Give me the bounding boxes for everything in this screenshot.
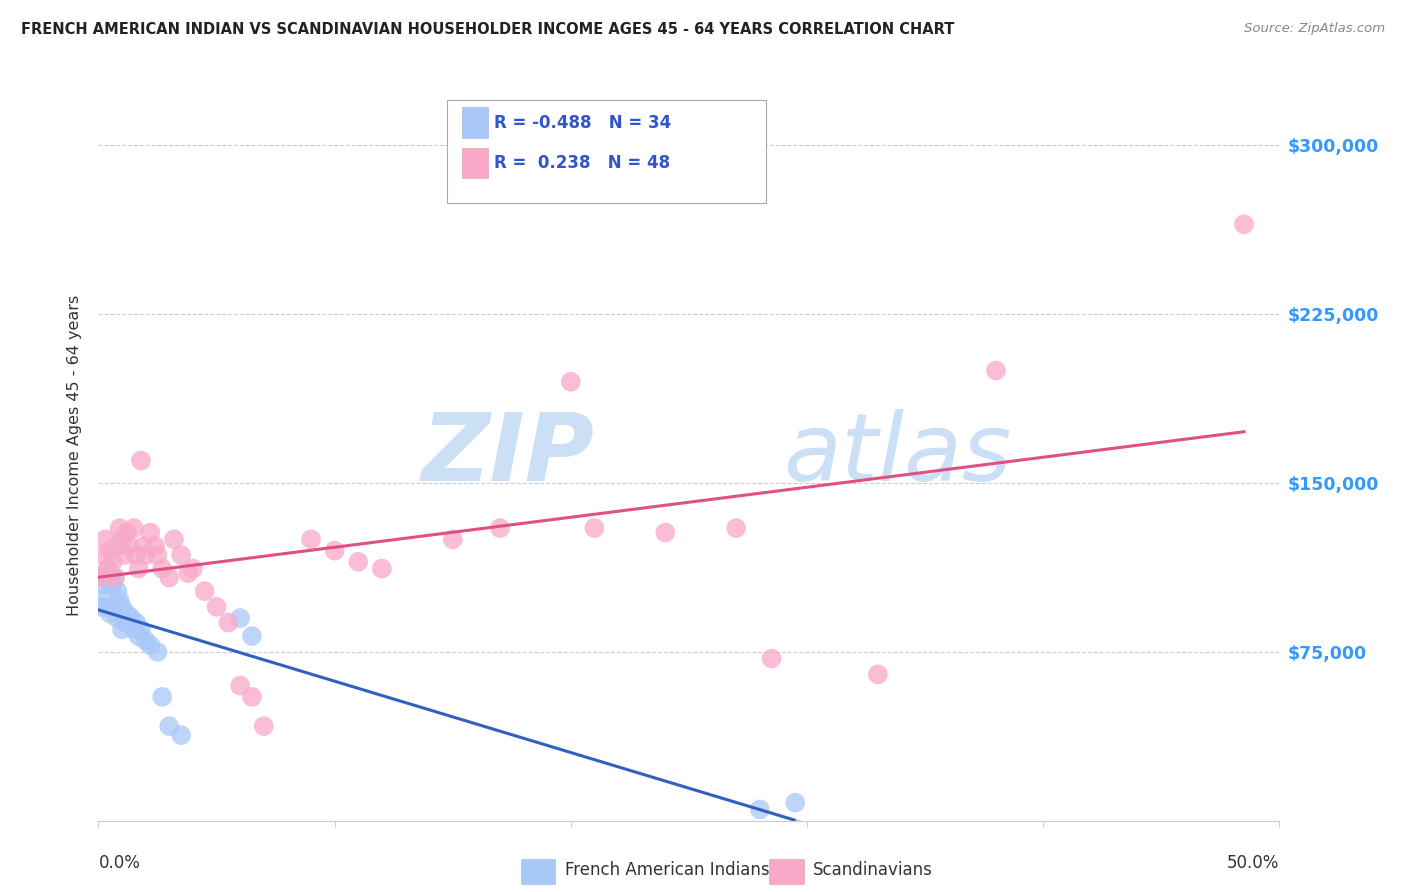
Point [146,548,169,562]
Point [984,363,1007,377]
Point [299,533,322,547]
FancyBboxPatch shape [522,859,555,884]
FancyBboxPatch shape [463,148,488,178]
Text: 0.0%: 0.0% [98,854,141,871]
Point [229,611,252,625]
Point [143,539,166,553]
Point [101,555,124,569]
Point [217,615,239,630]
Point [122,623,145,637]
Point [111,533,134,547]
Point [128,629,150,643]
Text: R =  0.238   N = 48: R = 0.238 N = 48 [494,154,671,172]
Point [98,566,121,580]
Point [108,521,131,535]
Point [112,548,135,562]
Point [139,525,162,540]
Point [97,561,120,575]
Point [98,543,121,558]
Point [97,561,120,575]
Point [98,607,121,621]
Point [101,577,124,591]
Point [761,651,783,665]
Text: Scandinavians: Scandinavians [813,862,932,880]
Point [97,589,120,603]
Text: ZIP: ZIP [422,409,595,501]
Point [105,611,128,625]
Point [104,571,127,585]
Point [91,548,114,562]
Point [489,521,512,535]
Point [111,599,134,614]
Point [135,548,157,562]
Point [105,539,128,553]
Point [112,615,135,630]
Text: FRENCH AMERICAN INDIAN VS SCANDINAVIAN HOUSEHOLDER INCOME AGES 45 - 64 YEARS COR: FRENCH AMERICAN INDIAN VS SCANDINAVIAN H… [21,22,955,37]
Point [866,667,889,681]
Point [194,584,217,599]
Point [115,607,138,621]
Text: French American Indians: French American Indians [565,862,769,880]
Point [135,633,157,648]
Y-axis label: Householder Income Ages 45 - 64 years: Householder Income Ages 45 - 64 years [67,294,83,615]
Text: atlas: atlas [783,409,1012,500]
Point [94,533,117,547]
Point [90,571,112,585]
Point [94,571,117,585]
Point [347,555,370,569]
Text: Source: ZipAtlas.com: Source: ZipAtlas.com [1244,22,1385,36]
Point [128,561,150,575]
Point [94,599,117,614]
Point [170,728,193,742]
Point [150,690,173,704]
Point [441,533,464,547]
Point [125,548,148,562]
Point [129,623,152,637]
Point [121,611,143,625]
FancyBboxPatch shape [447,100,766,202]
Point [108,593,131,607]
Point [90,599,112,614]
Point [122,521,145,535]
Point [725,521,748,535]
Point [253,719,276,733]
Point [170,548,193,562]
FancyBboxPatch shape [769,859,803,884]
Point [105,584,128,599]
Point [748,802,770,816]
Point [181,561,204,575]
Point [118,539,141,553]
Text: 50.0%: 50.0% [1227,854,1279,871]
Point [125,615,148,630]
Point [146,645,169,659]
Text: R = -0.488   N = 34: R = -0.488 N = 34 [494,114,671,132]
Point [104,599,127,614]
Point [654,525,676,540]
Point [240,629,263,643]
Point [560,375,582,389]
Point [115,525,138,540]
FancyBboxPatch shape [463,108,488,138]
Point [139,638,162,652]
Point [91,577,114,591]
Point [150,561,173,575]
Point [240,690,263,704]
Point [129,453,152,467]
Point [111,623,134,637]
Point [229,679,252,693]
Point [583,521,606,535]
Point [177,566,200,580]
Point [104,571,127,585]
Point [163,533,186,547]
Point [785,796,807,810]
Point [132,539,155,553]
Point [118,615,141,630]
Point [205,599,228,614]
Point [323,543,346,558]
Point [157,571,180,585]
Point [371,561,394,575]
Point [1233,217,1256,231]
Point [157,719,180,733]
